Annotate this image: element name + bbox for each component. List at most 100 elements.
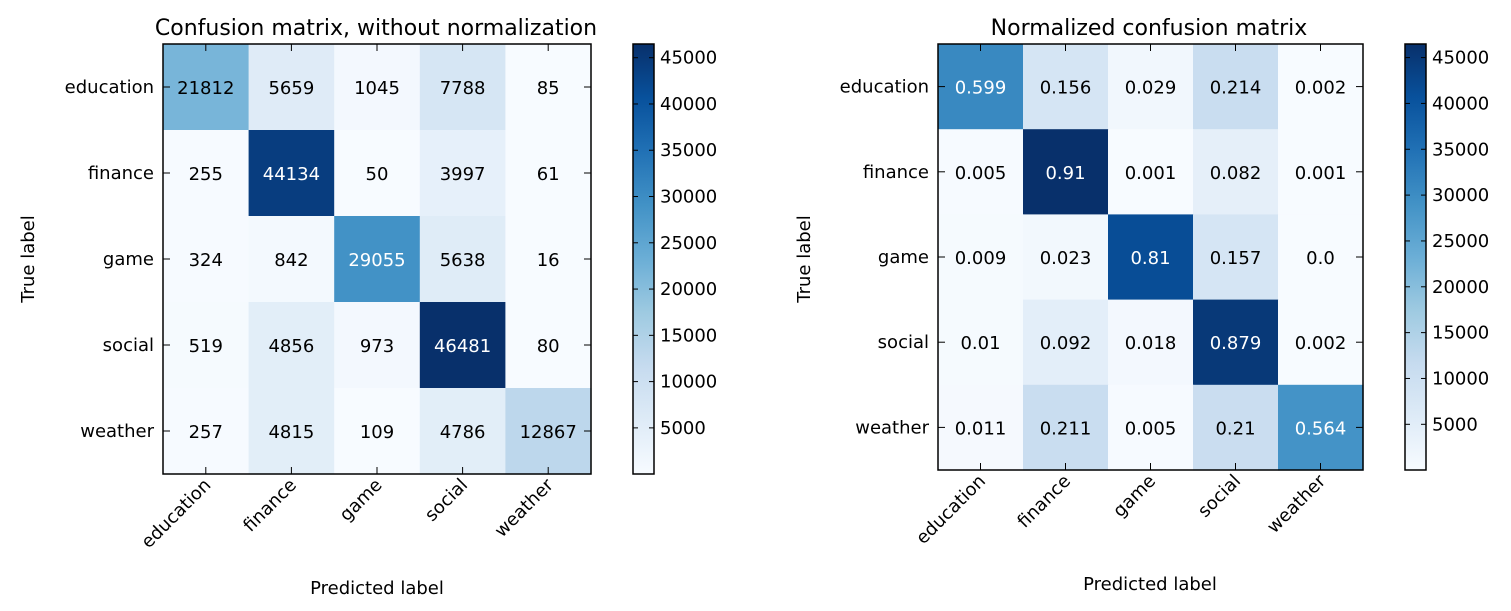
- cell-value-label: 0.599: [955, 78, 1007, 99]
- heatmap-cell: [248, 302, 335, 389]
- cell-value-label: 85: [537, 78, 560, 99]
- x-axis-label: Predicted label: [310, 578, 444, 599]
- cell-value-label: 0.564: [1295, 418, 1347, 439]
- colorbar-tick-label: 15000: [1432, 323, 1489, 344]
- cell-value-label: 0.002: [1295, 333, 1347, 354]
- x-tick-label: social: [421, 475, 472, 526]
- x-tick-label: weather: [491, 474, 558, 541]
- x-tick-label: education: [912, 471, 990, 549]
- cell-value-label: 0.029: [1125, 78, 1177, 99]
- y-tick-label: weather: [855, 417, 929, 438]
- heatmap-cell: [1278, 129, 1364, 215]
- y-tick-label: education: [65, 77, 154, 98]
- heatmap-cell: [938, 384, 1024, 471]
- cell-value-label: 61: [537, 164, 560, 185]
- cell-value-label: 0.011: [955, 418, 1007, 439]
- colorbar-tick-label: 30000: [660, 187, 717, 208]
- heatmap-cell: [334, 302, 421, 389]
- x-tick-label: finance: [239, 475, 301, 537]
- colorbar-ticks: 5000 10000 15000 20000 25000 30000 35000 40000 4…: [633, 48, 717, 439]
- x-tick-label: finance: [1013, 471, 1075, 533]
- colorbar-tick-label: 25000: [660, 233, 717, 254]
- heatmap-cell: [1108, 214, 1194, 301]
- heatmap-cell: [1023, 384, 1109, 471]
- heatmap-cell: [419, 302, 506, 389]
- heatmap-cell: [1278, 299, 1364, 386]
- heatmap-cell: [505, 130, 592, 217]
- heatmap-cell: [1023, 214, 1109, 301]
- y-tick-label: education: [840, 77, 929, 98]
- heatmap-cell: [1193, 299, 1279, 386]
- cell-value-label: 0.092: [1040, 333, 1092, 354]
- cell-value-label: 46481: [434, 336, 491, 357]
- heatmap-cell: [505, 388, 592, 475]
- y-axis-label: True label: [794, 215, 815, 304]
- heatmap-cell: [1278, 214, 1364, 301]
- colorbar-tick-label: 10000: [1432, 368, 1489, 389]
- heatmap-cell: [938, 299, 1024, 386]
- cell-value-label: 4786: [440, 422, 486, 443]
- cell-value-label: 842: [274, 250, 308, 271]
- heatmap-cells: 0.599 0.156 0.029 0.214 0.002 0.005 0.91 0.001 0…: [938, 44, 1364, 471]
- cell-value-label: 5638: [440, 250, 486, 271]
- heatmap-cell: [419, 388, 506, 475]
- heatmap-cell: [1108, 44, 1194, 130]
- cell-value-label: 0.005: [1125, 418, 1177, 439]
- cell-value-label: 0.879: [1210, 333, 1262, 354]
- heatmap-cell: [334, 388, 421, 475]
- cell-value-label: 519: [189, 336, 223, 357]
- cell-value-label: 80: [537, 336, 560, 357]
- heatmap-cell: [334, 44, 421, 131]
- heatmap-cell: [334, 216, 421, 303]
- y-tick-label: game: [878, 247, 929, 268]
- colorbar-tick-label: 40000: [1432, 93, 1489, 114]
- heatmap-cell: [163, 302, 250, 389]
- cell-value-label: 0.21: [1215, 418, 1255, 439]
- cell-value-label: 109: [360, 422, 394, 443]
- cell-value-label: 0.91: [1045, 163, 1085, 184]
- heatmap-cell: [505, 302, 592, 389]
- y-tick-label: social: [103, 335, 154, 356]
- heatmap-cell: [248, 130, 335, 217]
- heatmap-cell: [938, 129, 1024, 215]
- heatmap-cell: [505, 216, 592, 303]
- y-axis-label: True label: [18, 215, 39, 304]
- colorbar-tick-label: 35000: [1432, 139, 1489, 160]
- x-tick-label: education: [137, 475, 215, 553]
- cell-value-label: 7788: [440, 78, 486, 99]
- heatmap-cell: [1278, 384, 1364, 471]
- colorbar-tick-label: 45000: [1432, 48, 1489, 69]
- heatmap-cell: [938, 44, 1024, 130]
- chart-panel-raw: Confusion matrix, without normalization …: [18, 16, 717, 599]
- plot-frame: [937, 43, 1364, 471]
- cell-value-label: 0.005: [955, 163, 1007, 184]
- cell-value-label: 1045: [354, 78, 400, 99]
- cell-value-label: 0.157: [1210, 248, 1262, 269]
- colorbar-tick-label: 20000: [1432, 277, 1489, 298]
- cell-value-label: 0.211: [1040, 418, 1092, 439]
- y-tick-labels: education finance game social weather: [840, 77, 1363, 438]
- cell-value-label: 255: [189, 164, 223, 185]
- heatmap-cell: [419, 216, 506, 303]
- heatmap-cell: [938, 214, 1024, 301]
- colorbar-tick-label: 35000: [660, 140, 717, 161]
- heatmap-cell: [1023, 44, 1109, 130]
- cell-value-label: 324: [189, 250, 223, 271]
- cell-value-label: 29055: [348, 250, 405, 271]
- cell-value-label: 0.0: [1306, 248, 1335, 269]
- heatmap-cell: [1108, 129, 1194, 215]
- heatmap-cell: [419, 44, 506, 131]
- cell-value-label: 4815: [268, 422, 314, 443]
- heatmap-cell: [1193, 214, 1279, 301]
- cell-value-label: 0.01: [960, 333, 1000, 354]
- heatmap-cell: [1193, 384, 1279, 471]
- heatmap-cells: 21812 5659 1045 7788 85 255 44134 50 3997 61 324 84…: [163, 44, 592, 475]
- y-tick-label: game: [103, 249, 154, 270]
- heatmap-cell: [248, 388, 335, 475]
- heatmap-cell: [1023, 299, 1109, 386]
- colorbar-tick-label: 30000: [1432, 185, 1489, 206]
- cell-value-label: 0.002: [1295, 78, 1347, 99]
- heatmap-cell: [1278, 44, 1364, 130]
- cell-value-label: 0.156: [1040, 78, 1092, 99]
